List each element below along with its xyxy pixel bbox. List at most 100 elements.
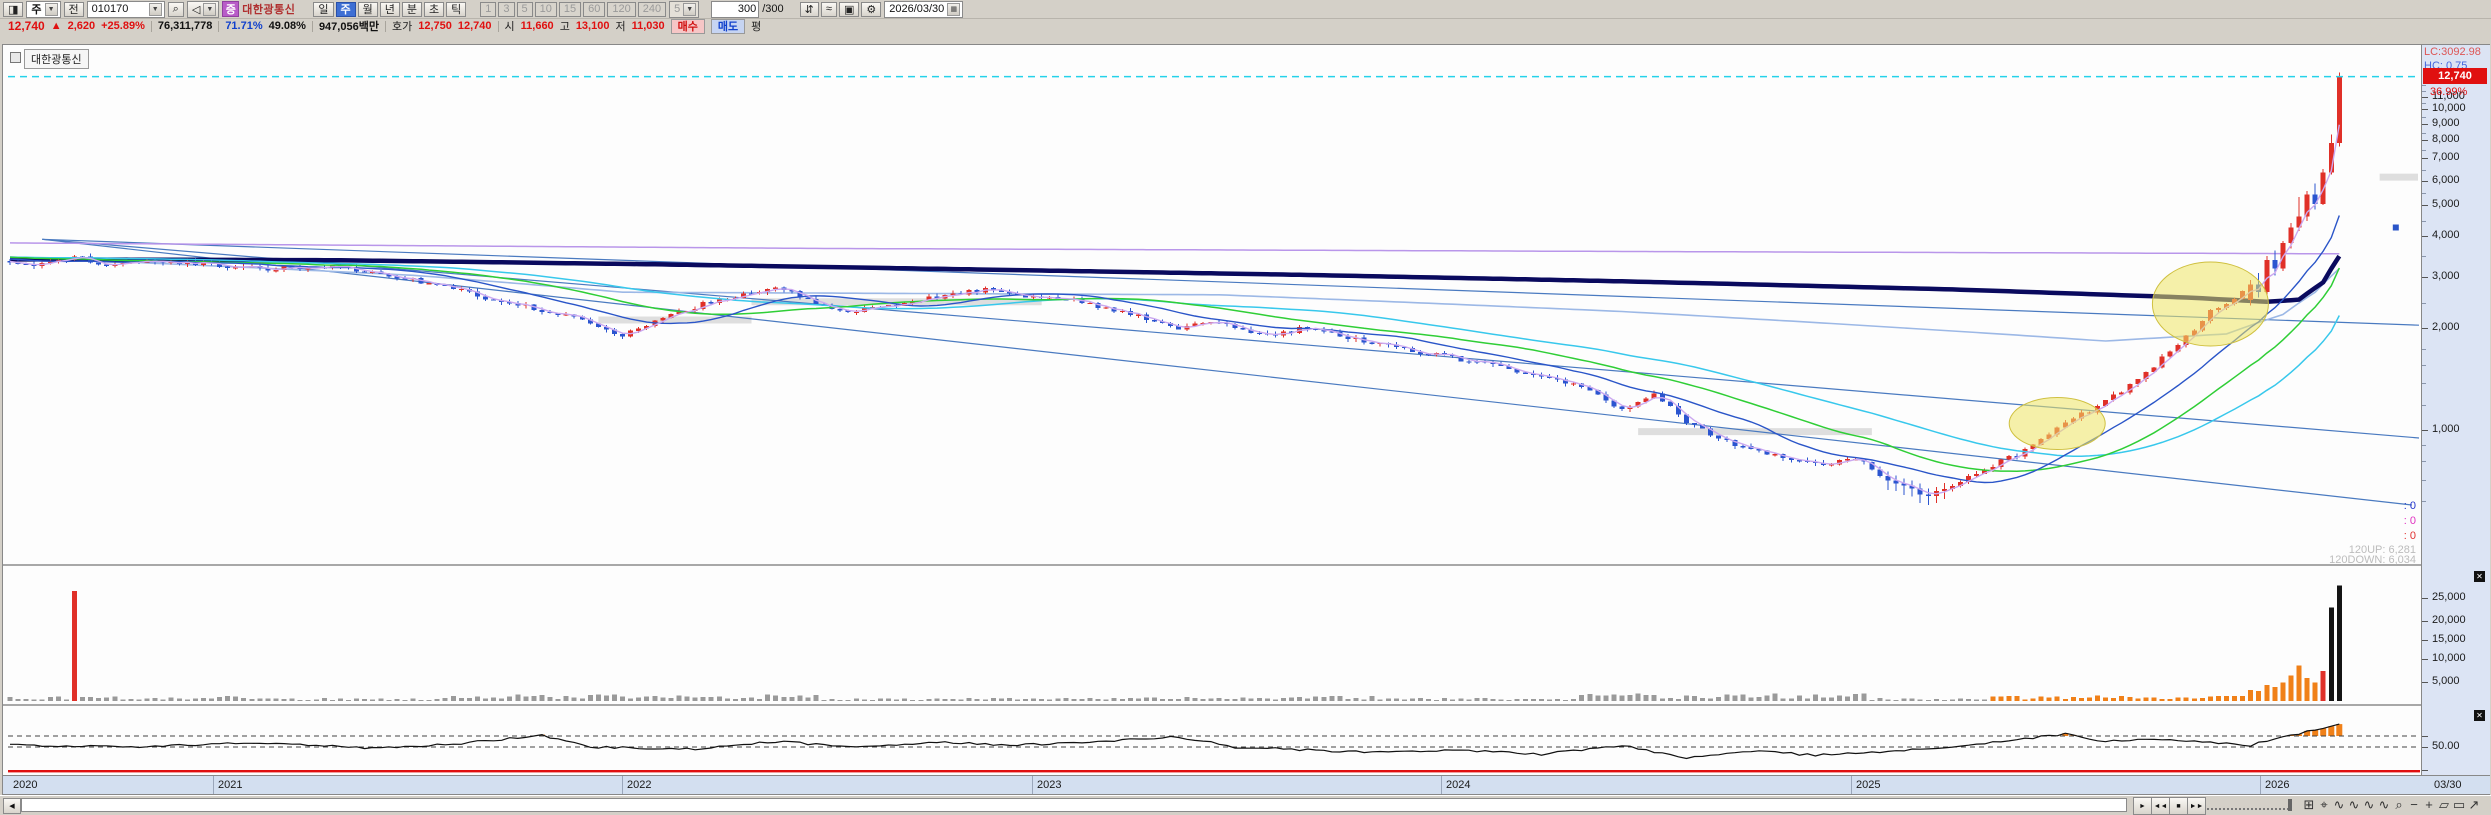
quote-bar: 12,740 ▲ 2,620 +25.89% 76,311,778 71.71%… [0,18,2491,34]
chevron-down-icon[interactable]: ▼ [203,2,217,16]
minute-button-5[interactable]: 5 [516,1,533,17]
date-value: 2026/03/30 [889,3,945,15]
period-button-틱[interactable]: 틱 [446,1,467,17]
pct2-value: 49.08% [268,20,306,32]
minute-button-1[interactable]: 1 [480,1,497,17]
trend-large-icon[interactable]: ∿ [2363,797,2375,812]
chevron-down-icon[interactable]: ▼ [148,2,162,16]
tick-window-icon[interactable]: ⊞ [2303,797,2315,812]
up-arrow-icon: ▲ [50,20,62,32]
turnover-pct: 71.71% [225,20,263,32]
volume-pane[interactable] [3,566,2421,704]
gain-pct-label: 36.99% [2430,86,2468,98]
scroll-left-button[interactable]: ◀ [3,798,21,814]
stop-button[interactable]: ■ [2169,797,2188,815]
zoom-slider-thumb[interactable] [2288,799,2292,811]
toolbar-icon-group: ⇵ ≈ ▣ ⚙ [799,1,882,17]
stock-code-value: 010170 [91,3,129,15]
high-price: 13,100 [575,20,610,32]
play-button[interactable]: ► [2133,797,2152,815]
price-change: 2,620 [67,20,96,32]
date-picker[interactable]: 2026/03/30 ▦ [884,0,964,18]
trend-all-icon[interactable]: ∿ [2378,797,2390,812]
bid-price: 12,740 [457,20,492,32]
bar-total-label: /300 [762,3,784,15]
trend-small-icon[interactable]: ∿ [2333,797,2345,812]
bar-count-value: 300 [737,3,757,15]
sound-combo[interactable]: ◁ ▼ [186,0,220,18]
buy-button[interactable]: 매수 [670,18,705,34]
cursor-tool-icon[interactable]: ⌖ [2320,797,2328,812]
ask-price: 12,750 [418,20,452,32]
forward-button[interactable]: ►► [2187,797,2206,815]
stock-code-combo[interactable]: 010170 ▼ [86,0,165,18]
period-button-초[interactable]: 초 [424,1,445,17]
chart-kind-combo[interactable]: 주 ▼ [26,0,61,18]
chevron-down-icon[interactable]: ▼ [44,2,58,16]
search-button[interactable]: ⌕ [167,1,184,17]
avg-label: 평 [751,21,762,33]
chevron-down-icon[interactable]: ▼ [683,2,697,16]
save-icon[interactable]: ▣ [838,1,860,17]
calendar-icon[interactable]: ▦ [947,2,961,16]
zoom-slider-track[interactable] [2207,800,2289,810]
minute-button-240[interactable]: 240 [637,1,667,17]
pane-title-chip[interactable]: 대한광통신 [24,49,89,69]
trade-value: 947,056백만 [318,21,379,33]
speaker-icon: ◁ [191,3,201,16]
rewind-button[interactable]: ◄◄ [2151,797,2170,815]
wave-icon[interactable]: ≈ [820,1,837,17]
eraser-icon[interactable]: ▱ [2439,797,2449,812]
period-button-분[interactable]: 분 [401,1,423,17]
settings-gear-icon[interactable]: ⚙ [861,1,882,17]
screen-mode-icon[interactable]: ▭ [2452,797,2466,812]
price-axis-gutter [2422,45,2490,775]
window-menu-icon[interactable]: ◨ [3,1,24,17]
sell-button[interactable]: 매도 [710,18,746,34]
compare-icon[interactable]: ⇵ [799,1,819,17]
minute-combo[interactable]: 5 ▼ [669,0,700,18]
close-icon[interactable]: ✕ [2474,710,2485,721]
pane-menu-icon[interactable] [10,52,21,63]
jun-button[interactable]: 전 [63,1,84,17]
trend-medium-icon[interactable]: ∿ [2348,797,2360,812]
period-button-일[interactable]: 일 [313,1,334,17]
minute-button-15[interactable]: 15 [558,1,582,17]
period-button-년[interactable]: 년 [379,1,400,17]
period-button-주[interactable]: 주 [335,1,356,17]
oscillator-pane[interactable] [3,706,2421,775]
trend-arrow-icon[interactable]: ↗ [2468,797,2480,812]
minute-button-60[interactable]: 60 [583,1,606,17]
chart-scrollbar[interactable] [21,798,2127,812]
axis-separator [2421,45,2422,794]
pane-divider[interactable] [3,564,2490,566]
time-axis-row [3,775,2490,794]
minute-button-group: 1 3 5 10 15 60 120 240 [480,1,667,17]
minute-button-3[interactable]: 3 [498,1,515,17]
price-change-pct: +25.89% [101,20,145,32]
close-icon[interactable]: ✕ [2474,571,2485,582]
main-price-pane[interactable] [3,45,2421,564]
bottom-toolbar: ◀ ► ◄◄ ■ ►► ⊞ ⌖ ∿ ∿ ∿ ∿ ⌕ − + ▱ ▭ ↗ [0,795,2491,815]
bar-count-input[interactable]: 300 [711,0,760,18]
pane-divider[interactable] [3,704,2490,706]
low-price: 11,030 [631,20,665,32]
stock-name-label: 대한광통신 [242,4,296,16]
minute-combo-value: 5 [674,3,681,15]
volume-value: 76,311,778 [157,20,213,32]
current-price-axis-box: 12,740 [2423,68,2487,84]
minute-button-120[interactable]: 120 [607,1,636,17]
minute-button-10[interactable]: 10 [534,1,557,17]
zoom-tool-icon[interactable]: ⌕ [2395,797,2403,812]
low-label: 저 [615,21,626,33]
hoga-label: 호가 [391,21,413,33]
market-badge: 증 [222,1,240,17]
period-button-월[interactable]: 월 [357,1,378,17]
chart-kind-value: 주 [31,4,42,16]
zoom-in-icon[interactable]: + [2425,797,2433,812]
zoom-out-icon[interactable]: − [2410,797,2418,812]
lc-ratio-label: LC:3092.98 [2424,46,2481,58]
